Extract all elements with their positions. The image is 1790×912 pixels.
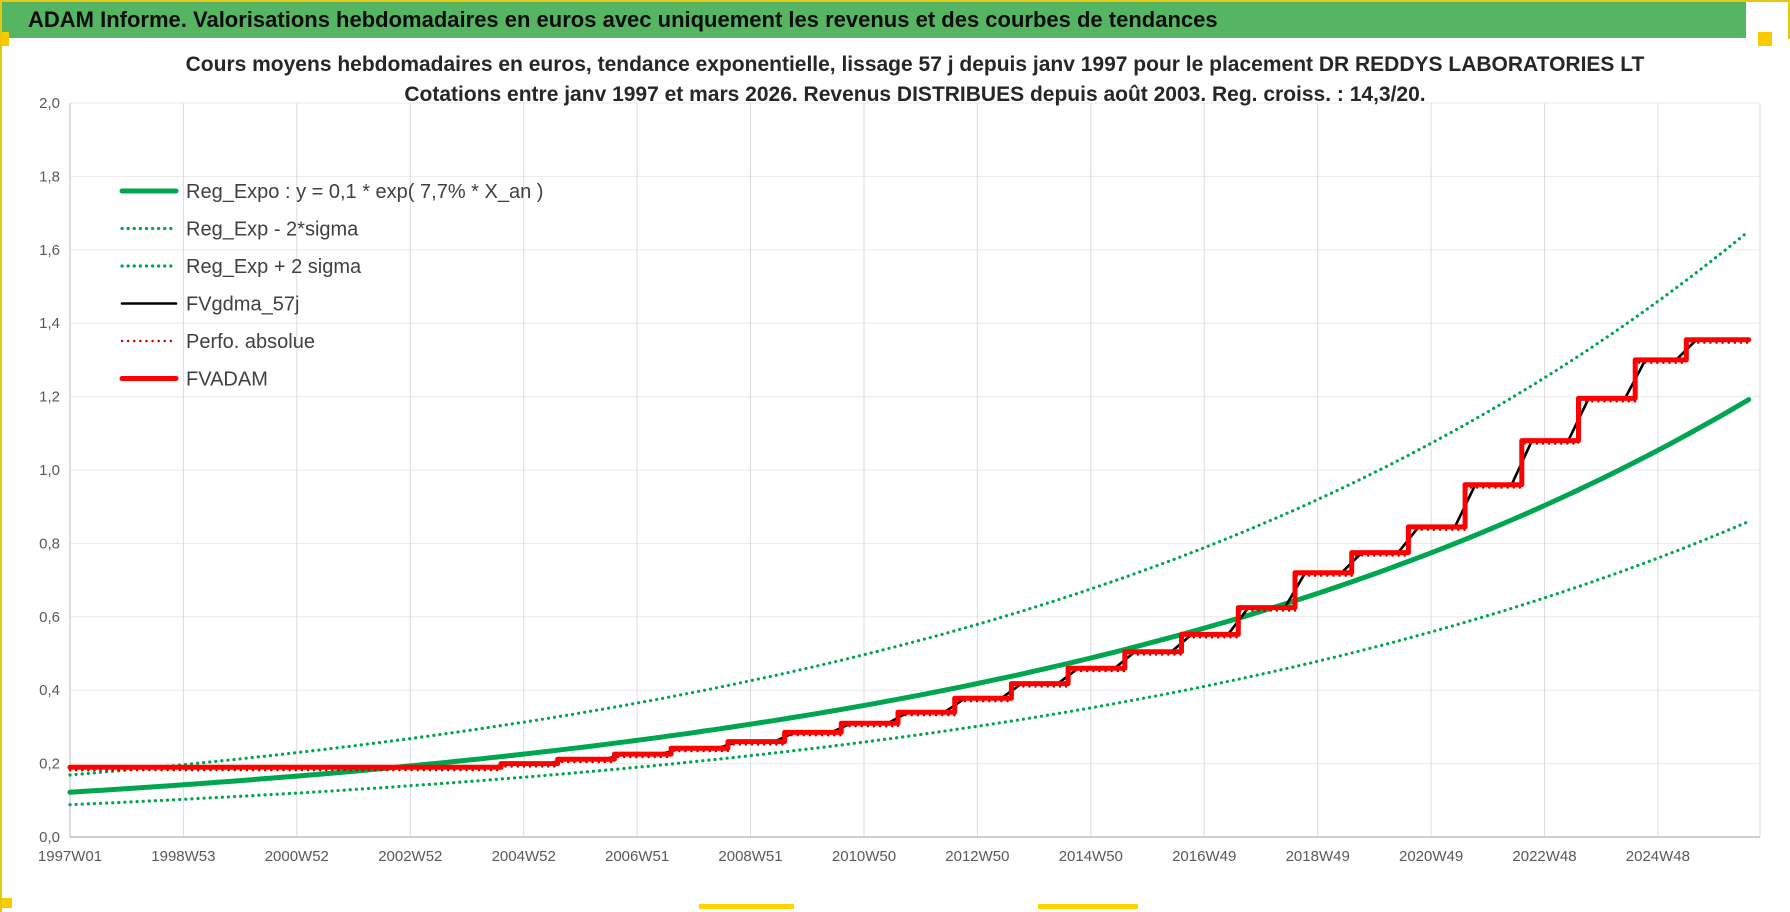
page-break-dash-2 (1037, 904, 1138, 909)
chart-title-line-2: Cotations entre janv 1997 et mars 2026. … (404, 83, 1425, 106)
x-axis-tick-label: 2012W50 (945, 848, 1009, 865)
x-axis-tick-label: 2008W51 (718, 848, 782, 865)
series-reg-expo-line (67, 397, 1752, 795)
y-axis-tick-label: 0,6 (39, 609, 60, 626)
y-axis-tick-label: 0,4 (39, 682, 60, 699)
x-axis-tick-label: 2022W48 (1512, 848, 1576, 865)
x-axis-tick-label: 2010W50 (832, 848, 896, 865)
x-axis-tick-label: 1998W53 (151, 848, 215, 865)
header-bar: ADAM Informe. Valorisations hebdomadaire… (2, 2, 1746, 39)
chart-title-line-1: Cours moyens hebdomadaires en euros, ten… (186, 53, 1645, 76)
y-axis-tick-label: 1,6 (39, 242, 60, 259)
legend-label-reg-exp-minus: Reg_Exp - 2*sigma (186, 219, 359, 241)
y-axis-tick-label: 0,2 (39, 756, 60, 773)
page-title: ADAM Informe. Valorisations hebdomadaire… (28, 7, 1218, 32)
y-axis-tick-label: 0,0 (39, 829, 60, 846)
gold-marker-top-right (1758, 32, 1772, 46)
x-axis-tick-label: 2014W50 (1059, 848, 1123, 865)
gold-marker-top-left (2, 32, 9, 46)
x-axis-tick-label: 2024W48 (1626, 848, 1690, 865)
y-axis-tick-label: 1,2 (39, 389, 60, 406)
x-axis-tick-label: 2006W51 (605, 848, 669, 865)
x-axis-tick-label: 1997W01 (38, 848, 102, 865)
x-axis-tick-label: 2000W52 (265, 848, 329, 865)
y-axis-tick-label: 1,0 (39, 462, 60, 479)
y-axis-tick-label: 0,8 (39, 535, 60, 552)
legend-label-fvadam: FVADAM (186, 369, 268, 391)
gold-marker-bottom-left (2, 898, 12, 908)
legend-label-perfo-absolue: Perfo. absolue (186, 331, 315, 353)
legend-label-reg-exp-plus: Reg_Exp + 2 sigma (186, 256, 362, 278)
y-axis-tick-label: 2,0 (39, 95, 60, 112)
legend-label-reg-expo: Reg_Expo : y = 0,1 * exp( 7,7% * X_an ) (186, 181, 543, 203)
x-axis-tick-label: 2004W52 (492, 848, 556, 865)
page-break-dash-1 (698, 904, 794, 909)
series-reg-exp-plus-line (68, 229, 1751, 777)
series-perfo-absolue-line (68, 341, 1750, 772)
x-axis-tick-label: 2018W49 (1286, 848, 1350, 865)
series-fvgdma-57j-line (68, 338, 1750, 769)
series-fvadam-line (67, 337, 1752, 770)
y-axis-tick-label: 1,8 (39, 168, 60, 185)
x-axis-tick-label: 2020W49 (1399, 848, 1463, 865)
legend-label-fvgdma-57j: FVgdma_57j (186, 294, 299, 316)
x-axis-tick-label: 2016W49 (1172, 848, 1236, 865)
series-reg-exp-minus-line (68, 519, 1751, 807)
x-axis-tick-label: 2002W52 (378, 848, 442, 865)
y-axis-tick-label: 1,4 (39, 315, 60, 332)
chart-area: 0,0 0,2 0,4 0,6 0,8 1,0 1,2 1,4 1,6 1,8 2,0 1997W01… (2, 39, 1790, 912)
valuation-chart: 0,0 0,2 0,4 0,6 0,8 1,0 1,2 1,4 1,6 1,8 2,0 1997W01… (38, 53, 1761, 865)
